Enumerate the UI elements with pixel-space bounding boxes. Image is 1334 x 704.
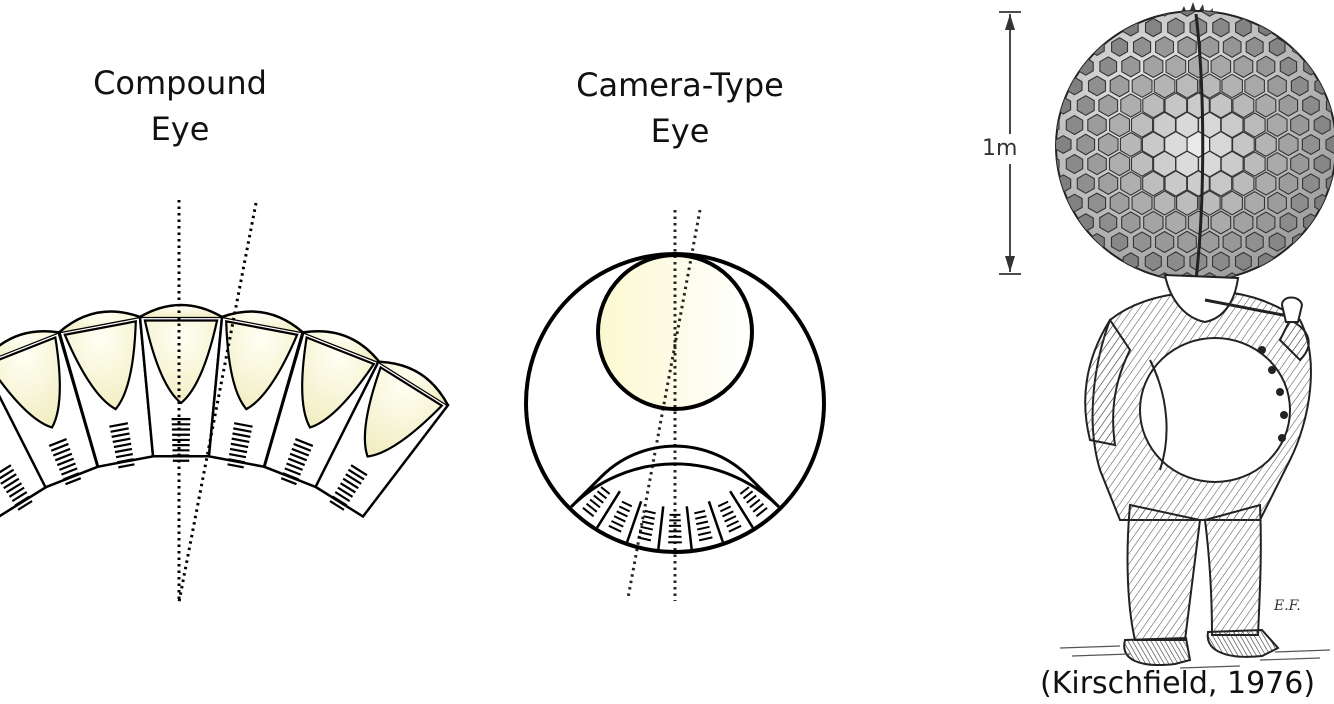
- ommatidium: [262, 330, 382, 489]
- scale-label: 1m: [982, 134, 1018, 164]
- compound-eye-title-line2: Eye: [150, 110, 210, 148]
- ommatidia-array: [0, 303, 450, 519]
- ommatidium: [313, 359, 450, 519]
- camera-lens: [596, 253, 754, 411]
- ommatidium: [0, 330, 100, 489]
- camera-eye-title-line1: Camera-Type: [576, 66, 784, 104]
- camera-axis-tilted: [626, 209, 702, 599]
- compound-axis-tilted: [177, 202, 258, 603]
- ommatidium: [207, 310, 305, 469]
- retina-band: [569, 444, 781, 550]
- artist-initials: E.F.: [1274, 598, 1301, 614]
- figure-body: [1084, 273, 1312, 666]
- camera-eye-title-line2: Eye: [650, 112, 710, 150]
- compound-eye-title-line1: Compound: [93, 64, 267, 102]
- camera-eye-title: Camera-Type Eye: [530, 62, 830, 154]
- facet-grid: [1056, 11, 1334, 281]
- citation-caption: (Kirschfield, 1976): [1040, 666, 1316, 701]
- ommatidium: [0, 391, 49, 518]
- ground-shading: [1059, 645, 1331, 669]
- compound-eye-title: Compound Eye: [40, 60, 320, 152]
